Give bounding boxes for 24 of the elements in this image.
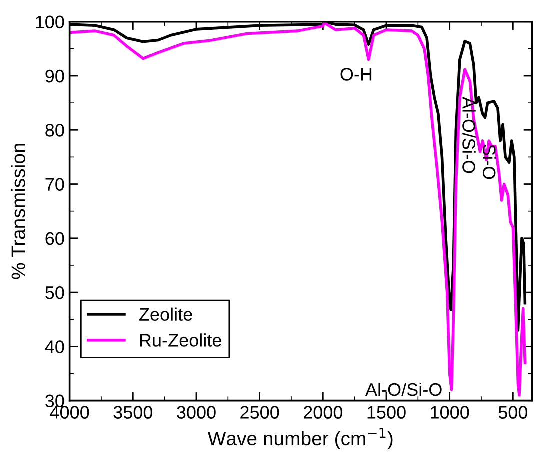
- x-tick-label: 3000: [177, 406, 216, 419]
- x-axis-title: Wave number (cm$^{−1}$): [208, 428, 393, 450]
- x-tick-label: 1500: [368, 406, 406, 419]
- y-tick-label: 90: [46, 70, 64, 83]
- x-tick-label: 4000: [50, 406, 90, 419]
- y-tick-label: 70: [46, 178, 64, 191]
- annotation: Si-O: [482, 144, 496, 180]
- y-tick-label: 60: [46, 232, 64, 246]
- x-tick-label: 500: [498, 406, 528, 419]
- y-tick-label: 40: [45, 340, 64, 354]
- annotation: Al-O/Si-O: [366, 382, 442, 396]
- y-tick-label: 50: [46, 286, 64, 300]
- y-tick-label: 100: [36, 16, 64, 29]
- annotation: Al-O/Si-O: [462, 96, 476, 174]
- y-tick-label: 80: [46, 124, 64, 137]
- legend-label: Zeolite: [140, 308, 192, 322]
- annotation: O-H: [340, 68, 372, 81]
- y-tick-label: 30: [46, 394, 64, 408]
- x-tick-label: 3500: [114, 406, 153, 419]
- x-tick-label: 2500: [240, 406, 280, 419]
- x-tick-label: 2000: [304, 406, 343, 419]
- y-axis-title: % Transmission: [11, 144, 26, 280]
- x-tick-label: 1000: [431, 406, 470, 419]
- legend-label: Ru-Zeolite: [140, 334, 222, 347]
